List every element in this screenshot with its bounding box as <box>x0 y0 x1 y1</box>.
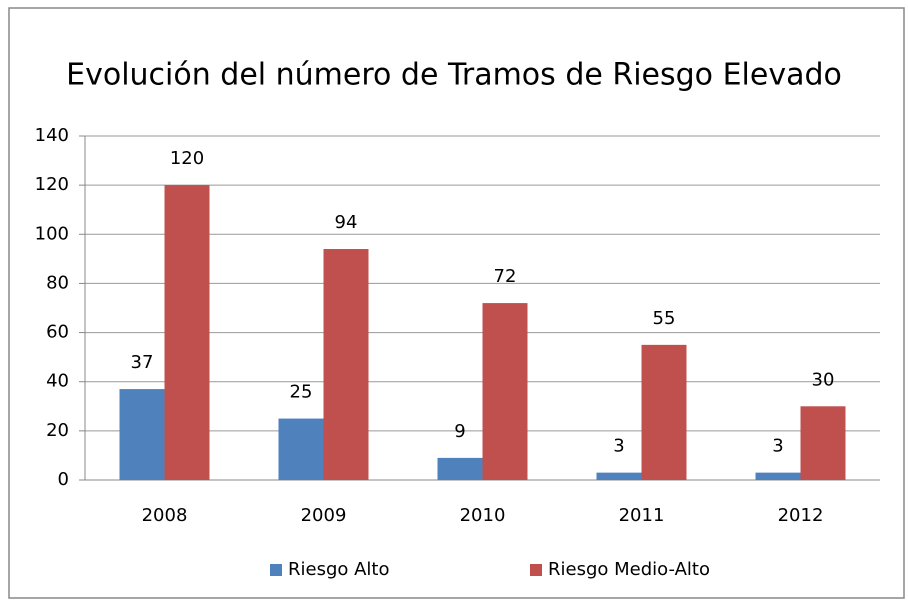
bar <box>323 249 369 480</box>
data-label: 37 <box>131 352 154 373</box>
x-tick-label: 2008 <box>142 505 188 526</box>
bar <box>278 418 324 480</box>
bar <box>755 472 801 480</box>
y-tick-label: 0 <box>58 469 69 490</box>
data-label: 55 <box>653 308 676 329</box>
data-label: 72 <box>494 266 517 287</box>
legend-label: Riesgo Alto <box>288 559 390 580</box>
data-label: 3 <box>772 436 783 457</box>
y-tick-label: 140 <box>35 125 69 146</box>
y-tick-label: 60 <box>46 322 69 343</box>
bar <box>437 457 483 480</box>
x-tick-label: 2009 <box>301 505 347 526</box>
data-label: 3 <box>613 436 624 457</box>
y-tick-label: 120 <box>35 174 69 195</box>
legend-swatch <box>270 564 282 576</box>
x-tick-label: 2011 <box>619 505 665 526</box>
x-tick-label: 2010 <box>460 505 506 526</box>
data-label: 94 <box>335 212 358 233</box>
chart-border <box>8 7 905 599</box>
y-tick-label: 80 <box>46 272 69 293</box>
chart-title: Evolución del número de Tramos de Riesgo… <box>66 58 842 93</box>
y-tick-label: 20 <box>46 420 69 441</box>
legend-swatch <box>530 564 542 576</box>
y-tick-label: 40 <box>46 371 69 392</box>
bar <box>482 303 528 480</box>
data-label: 9 <box>454 421 465 442</box>
x-tick-label: 2012 <box>778 505 824 526</box>
y-tick-label: 100 <box>35 223 69 244</box>
data-label: 120 <box>170 148 204 169</box>
bar <box>800 406 846 480</box>
bar <box>164 185 210 480</box>
bar <box>119 389 165 480</box>
bar <box>596 472 642 480</box>
data-label: 25 <box>290 382 313 403</box>
data-label: 30 <box>812 369 835 390</box>
bar <box>641 344 687 480</box>
legend-label: Riesgo Medio-Alto <box>548 559 710 580</box>
